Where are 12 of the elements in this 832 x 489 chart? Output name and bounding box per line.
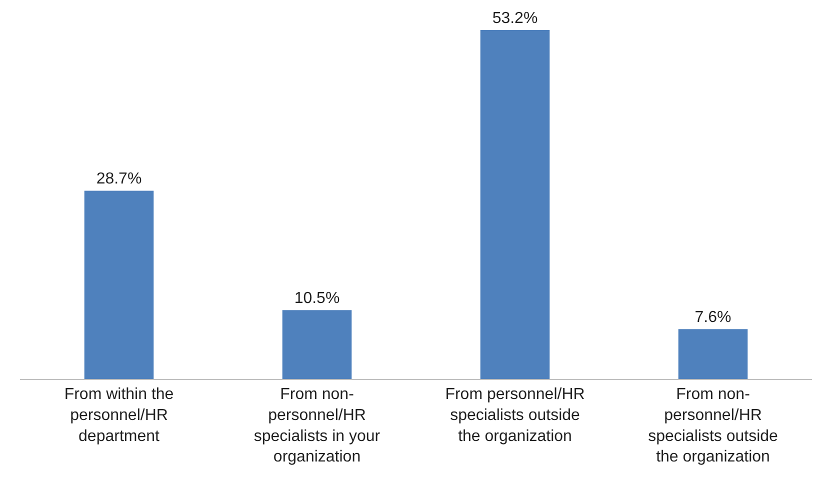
bar	[480, 30, 550, 379]
data-label: 28.7%	[96, 170, 142, 188]
bar	[282, 310, 352, 379]
x-tick-label: From personnel/HR specialists outside the organization	[445, 386, 585, 445]
data-label: 10.5%	[294, 290, 340, 308]
bar	[84, 190, 154, 379]
bar	[678, 329, 748, 379]
data-label: 7.6%	[694, 309, 732, 326]
x-tick-label: From within the personnel/HR department	[64, 386, 174, 445]
data-label: 53.2%	[492, 10, 538, 27]
x-tick-label: From non-personnel/HR specialists outside the organization	[648, 386, 778, 466]
x-tick-label: From non-personnel/HR specialists in your organization	[254, 386, 381, 466]
